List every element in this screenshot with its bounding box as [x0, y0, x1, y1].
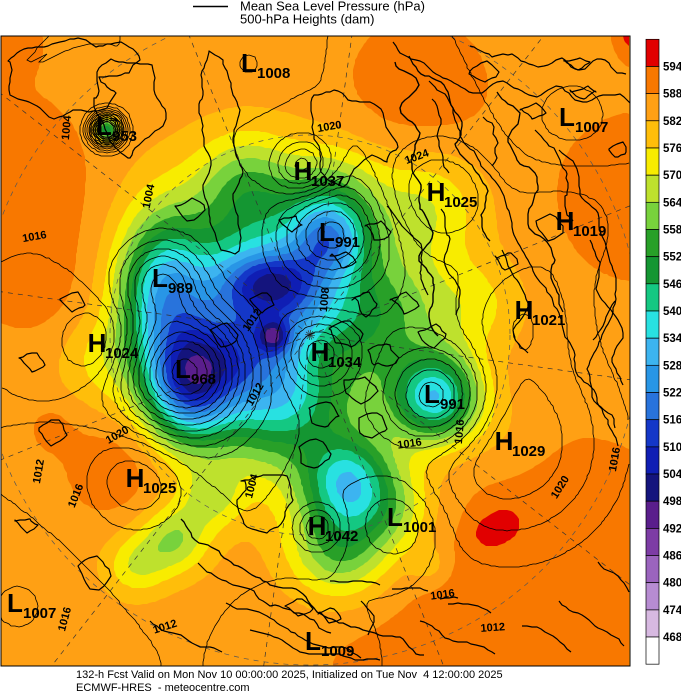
svg-text:1029: 1029 [512, 443, 545, 460]
svg-text:L: L [152, 263, 168, 293]
svg-text:H: H [311, 337, 330, 367]
svg-text:953: 953 [112, 128, 137, 145]
svg-text:486: 486 [663, 551, 681, 563]
svg-text:1008: 1008 [257, 65, 290, 82]
svg-text:594: 594 [663, 62, 681, 74]
svg-text:570: 570 [663, 170, 681, 182]
svg-text:582: 582 [663, 116, 681, 128]
svg-text:1025: 1025 [444, 194, 477, 211]
svg-text:528: 528 [663, 360, 681, 372]
svg-text:H: H [126, 463, 145, 493]
svg-text:1007: 1007 [575, 119, 608, 136]
svg-text:588: 588 [663, 89, 681, 101]
svg-text:1020: 1020 [316, 119, 342, 135]
svg-text:564: 564 [663, 197, 681, 209]
svg-text:1016: 1016 [430, 587, 456, 602]
svg-text:1016: 1016 [21, 229, 47, 245]
svg-text:1016: 1016 [397, 436, 423, 451]
svg-text:L: L [7, 588, 23, 618]
svg-text:H: H [308, 511, 327, 541]
svg-text:1001: 1001 [403, 519, 436, 536]
svg-text:500-hPa Heights (dam): 500-hPa Heights (dam) [240, 12, 374, 27]
svg-text:1012: 1012 [480, 621, 505, 635]
svg-text:498: 498 [663, 496, 681, 508]
svg-text:ECMWF-HRES - meteocentre.com: ECMWF-HRES - meteocentre.com [76, 682, 250, 694]
svg-text:558: 558 [663, 225, 681, 237]
svg-text:1009: 1009 [321, 643, 354, 660]
svg-text:H: H [88, 328, 107, 358]
svg-text:991: 991 [335, 234, 360, 251]
svg-text:1025: 1025 [143, 480, 176, 497]
svg-text:1016: 1016 [607, 446, 623, 472]
svg-text:1034: 1034 [328, 354, 362, 371]
svg-text:L: L [424, 379, 440, 409]
svg-text:1012: 1012 [31, 458, 47, 484]
svg-text:H: H [556, 206, 575, 236]
svg-text:1016: 1016 [453, 419, 467, 444]
svg-text:1008: 1008 [318, 287, 332, 312]
svg-text:H: H [427, 177, 446, 207]
svg-text:1021: 1021 [532, 312, 565, 329]
svg-text:L: L [387, 502, 403, 532]
svg-text:534: 534 [663, 333, 681, 345]
svg-text:1037: 1037 [311, 173, 344, 190]
svg-text:1007: 1007 [23, 605, 56, 622]
svg-text:968: 968 [191, 371, 216, 388]
svg-text:576: 576 [663, 143, 681, 155]
svg-text:522: 522 [663, 388, 681, 400]
svg-text:546: 546 [663, 279, 681, 291]
svg-text:L: L [96, 111, 112, 141]
svg-text:132-h Fcst Valid on Mon Nov 10: 132-h Fcst Valid on Mon Nov 10 00:00:00 … [76, 669, 503, 681]
svg-text:552: 552 [663, 252, 681, 264]
svg-text:492: 492 [663, 523, 681, 535]
svg-text:L: L [241, 48, 257, 78]
svg-text:480: 480 [663, 578, 681, 590]
svg-text:H: H [515, 295, 534, 325]
svg-text:1004: 1004 [141, 182, 158, 209]
svg-text:1024: 1024 [105, 345, 139, 362]
svg-text:991: 991 [440, 396, 465, 413]
svg-text:L: L [305, 626, 321, 656]
svg-text:Mean Sea Level Pressure (hPa): Mean Sea Level Pressure (hPa) [240, 0, 425, 14]
svg-text:1019: 1019 [573, 223, 606, 240]
svg-text:468: 468 [663, 632, 681, 644]
svg-text:989: 989 [168, 280, 193, 297]
svg-text:1004: 1004 [60, 114, 74, 140]
svg-text:L: L [319, 217, 335, 247]
svg-text:516: 516 [663, 415, 681, 427]
svg-text:L: L [175, 354, 191, 384]
svg-text:540: 540 [663, 306, 681, 318]
svg-text:H: H [294, 156, 313, 186]
svg-text:H: H [495, 426, 514, 456]
svg-text:L: L [559, 102, 575, 132]
svg-text:474: 474 [663, 605, 681, 617]
svg-text:510: 510 [663, 442, 681, 454]
svg-text:1042: 1042 [325, 528, 358, 545]
svg-text:504: 504 [663, 469, 681, 481]
